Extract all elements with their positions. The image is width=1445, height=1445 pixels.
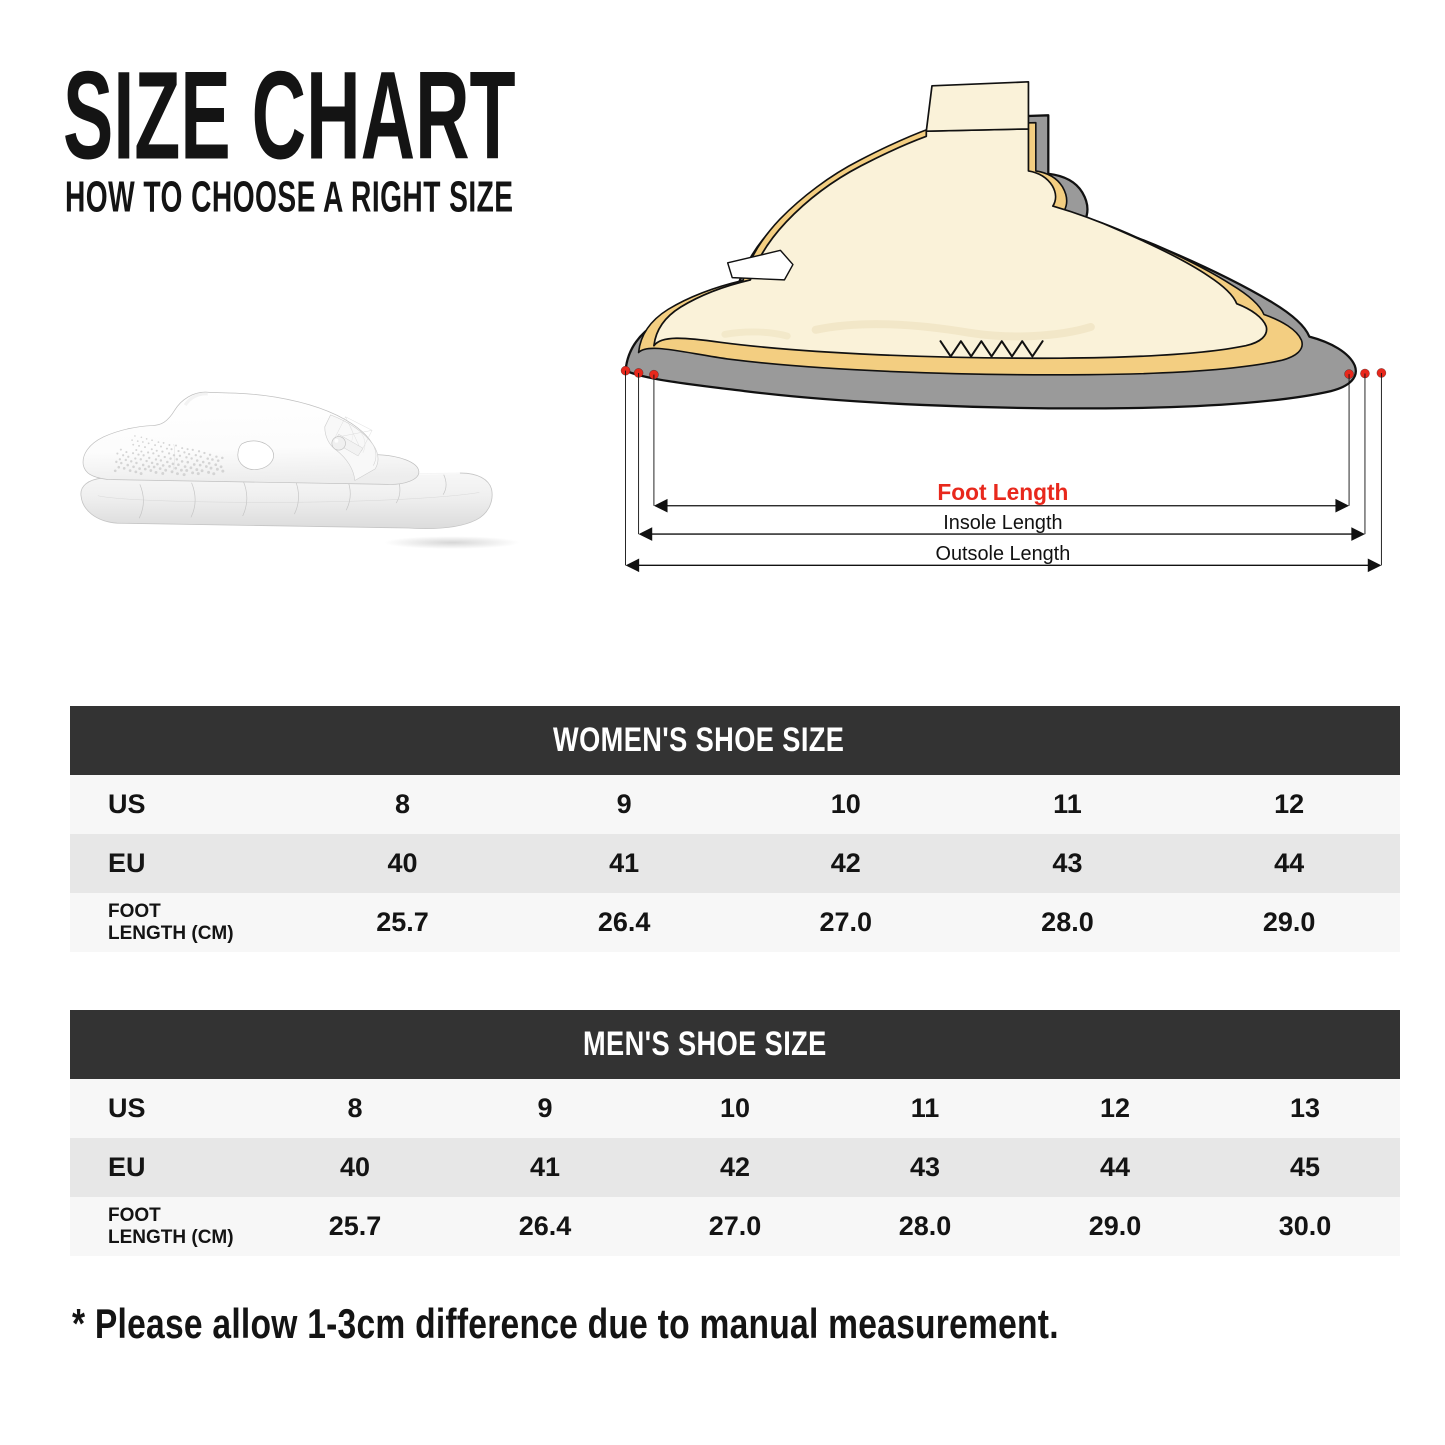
svg-text:Foot Length: Foot Length [937, 479, 1068, 505]
svg-text:Outsole Length: Outsole Length [936, 543, 1071, 565]
svg-text:Insole Length: Insole Length [943, 512, 1062, 534]
